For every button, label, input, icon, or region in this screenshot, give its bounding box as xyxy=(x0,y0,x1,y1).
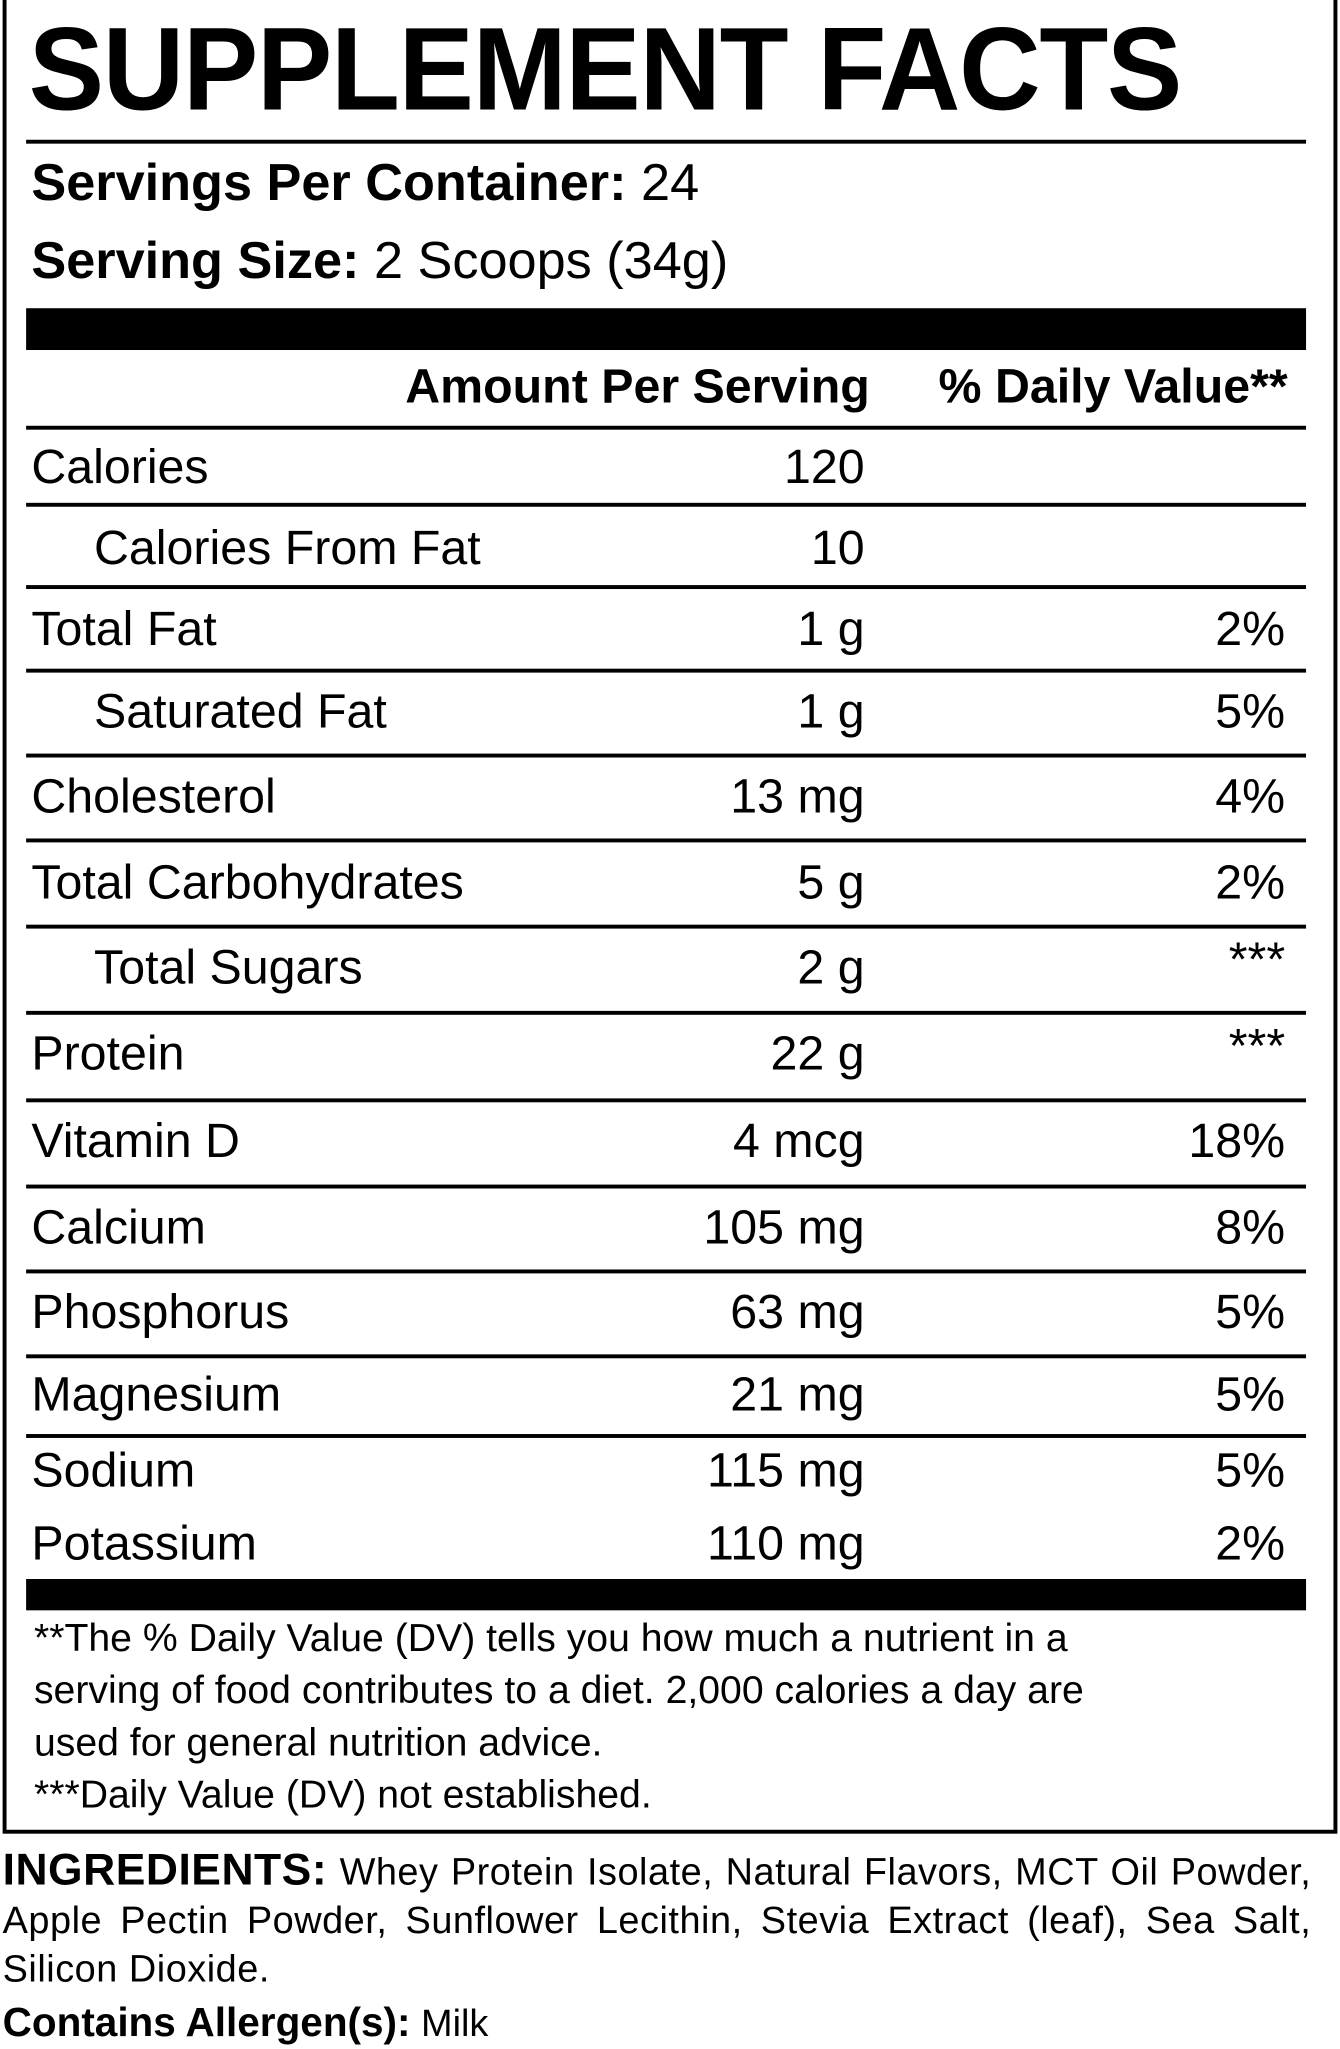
servings: Servings Per Container: 24 xyxy=(31,153,699,213)
nutrient-amount: 115 mg xyxy=(706,1443,865,1497)
nutrient-dv: *** xyxy=(1228,932,1286,987)
divider xyxy=(26,924,1307,929)
nutrient-dv: 8% xyxy=(1215,1200,1286,1254)
header-amount: Amount Per Serving xyxy=(405,359,870,413)
divider xyxy=(26,1098,1307,1103)
divider xyxy=(26,1434,1307,1438)
nutrient-amount: 21 mg xyxy=(730,1367,865,1421)
nutrient-name: Phosphorus xyxy=(31,1285,290,1339)
nutrient-name: Vitamin D xyxy=(31,1114,240,1168)
nutrient-name: Calories From Fat xyxy=(94,521,481,575)
serving-size-label: Serving Size: xyxy=(31,232,360,290)
servings-label: Servings Per Container: xyxy=(31,154,627,212)
serving-size-value: 2 Scoops (34g) xyxy=(373,232,729,290)
header-dv: % Daily Value** xyxy=(938,359,1288,413)
nutrient-amount: 22 g xyxy=(770,1026,865,1081)
nutrient-dv: *** xyxy=(1228,1018,1286,1073)
nutrient-dv: 5% xyxy=(1215,1285,1286,1339)
nutrient-amount: 105 mg xyxy=(703,1200,865,1254)
nutrient-dv: 4% xyxy=(1215,769,1286,823)
nutrient-amount: 1 g xyxy=(797,684,865,738)
nutrient-dv: 5% xyxy=(1215,1367,1286,1421)
nutrient-dv: 2% xyxy=(1215,602,1286,656)
nutrient-amount: 13 mg xyxy=(730,769,865,823)
nutrient-amount: 5 g xyxy=(797,855,865,910)
nutrient-amount: 2 g xyxy=(797,940,865,994)
nutrient-name: Calcium xyxy=(31,1200,206,1254)
nutrient-amount: 1 g xyxy=(797,602,865,656)
divider xyxy=(26,139,1307,144)
nutrient-amount: 4 mcg xyxy=(732,1114,865,1168)
nutrient-amount: 110 mg xyxy=(706,1516,865,1570)
nutrient-name: Protein xyxy=(31,1026,185,1081)
nutrient-name: Total Fat xyxy=(31,602,217,656)
allergens-text: Milk xyxy=(421,2003,489,2046)
footnote: serving of food contributes to a diet. 2… xyxy=(33,1669,1084,1713)
nutrient-amount: 120 xyxy=(783,440,865,494)
nutrient-dv: 2% xyxy=(1215,1516,1286,1570)
divider xyxy=(26,1269,1307,1274)
footnote: ***Daily Value (DV) not established. xyxy=(33,1773,652,1817)
nutrient-dv: 5% xyxy=(1215,684,1286,738)
divider xyxy=(26,502,1307,507)
nutrient-name: Potassium xyxy=(31,1516,257,1570)
divider xyxy=(26,1184,1307,1189)
allergens-label: Contains Allergen(s): xyxy=(2,1999,411,2046)
facts-box xyxy=(2,0,1338,1834)
divider xyxy=(26,585,1307,590)
nutrient-dv: 5% xyxy=(1215,1443,1286,1497)
nutrient-amount: 63 mg xyxy=(730,1285,865,1339)
nutrient-name: Total Carbohydrates xyxy=(31,855,464,910)
divider xyxy=(26,1354,1307,1359)
nutrient-name: Cholesterol xyxy=(31,769,276,823)
nutrient-amount: 10 xyxy=(810,521,865,575)
divider xyxy=(26,425,1307,430)
serving-size: Serving Size: 2 Scoops (34g) xyxy=(31,231,728,291)
ingredients-label: INGREDIENTS: xyxy=(2,1845,328,1896)
divider xyxy=(26,668,1307,673)
title: SUPPLEMENT FACTS xyxy=(28,5,1183,136)
nutrient-name: Sodium xyxy=(31,1443,196,1497)
footnote: **The % Daily Value (DV) tells you how m… xyxy=(33,1616,1068,1660)
divider xyxy=(26,1010,1307,1015)
nutrient-name: Magnesium xyxy=(31,1367,282,1421)
nutrient-name: Total Sugars xyxy=(94,940,363,994)
nutrient-name: Saturated Fat xyxy=(94,684,387,738)
divider xyxy=(26,753,1307,758)
divider xyxy=(26,838,1307,843)
allergens: Contains Allergen(s): Milk xyxy=(3,1998,489,2049)
servings-value: 24 xyxy=(641,154,700,212)
nutrient-dv: 2% xyxy=(1215,855,1286,910)
thick-bar xyxy=(26,308,1307,351)
footnote: used for general nutrition advice. xyxy=(33,1721,603,1765)
thick-bar xyxy=(26,1579,1307,1611)
ingredients-text: Whey Protein Isolate, Natural Flavors, M… xyxy=(2,1851,1312,1991)
ingredients: INGREDIENTS: Whey Protein Isolate, Natur… xyxy=(2,1845,1312,1995)
nutrient-dv: 18% xyxy=(1188,1114,1286,1168)
nutrient-name: Calories xyxy=(31,440,209,494)
